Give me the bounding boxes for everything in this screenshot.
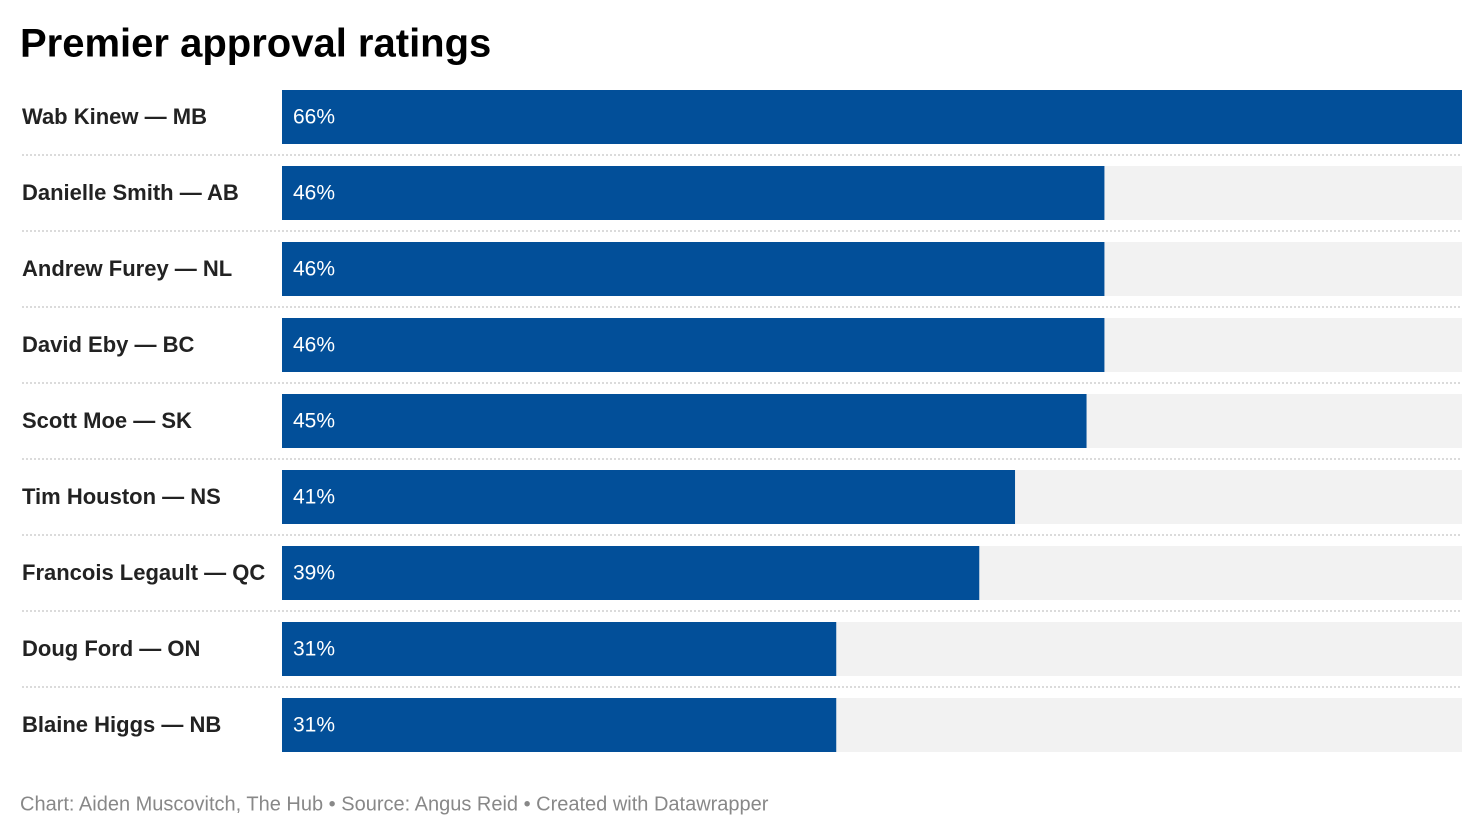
value-label: 66% <box>293 106 335 129</box>
category-label: David Eby — BC <box>22 332 194 357</box>
category-label: Blaine Higgs — NB <box>22 712 221 737</box>
value-label: 46% <box>293 258 335 281</box>
bar <box>282 166 1105 220</box>
bar <box>282 546 980 600</box>
bar <box>282 242 1105 296</box>
category-label: Wab Kinew — MB <box>22 104 207 129</box>
bar <box>282 394 1087 448</box>
value-label: 31% <box>293 714 335 737</box>
value-label: 46% <box>293 334 335 357</box>
value-label: 39% <box>293 562 335 585</box>
category-label: Andrew Furey — NL <box>22 256 232 281</box>
bar <box>282 470 1016 524</box>
chart-title: Premier approval ratings <box>20 22 491 66</box>
category-label: Tim Houston — NS <box>22 484 221 509</box>
value-label: 45% <box>293 410 335 433</box>
category-label: Scott Moe — SK <box>22 408 192 433</box>
bar <box>282 622 837 676</box>
footer: Chart: Aiden Muscovitch, The Hub • Sourc… <box>20 793 769 815</box>
value-label: 46% <box>293 182 335 205</box>
category-label: Doug Ford — ON <box>22 636 200 661</box>
category-label: Danielle Smith — AB <box>22 180 239 205</box>
category-label: Francois Legault — QC <box>22 560 265 585</box>
value-label: 41% <box>293 486 335 509</box>
value-label: 31% <box>293 638 335 661</box>
bar <box>282 90 1462 144</box>
bar <box>282 318 1105 372</box>
bar <box>282 698 837 752</box>
